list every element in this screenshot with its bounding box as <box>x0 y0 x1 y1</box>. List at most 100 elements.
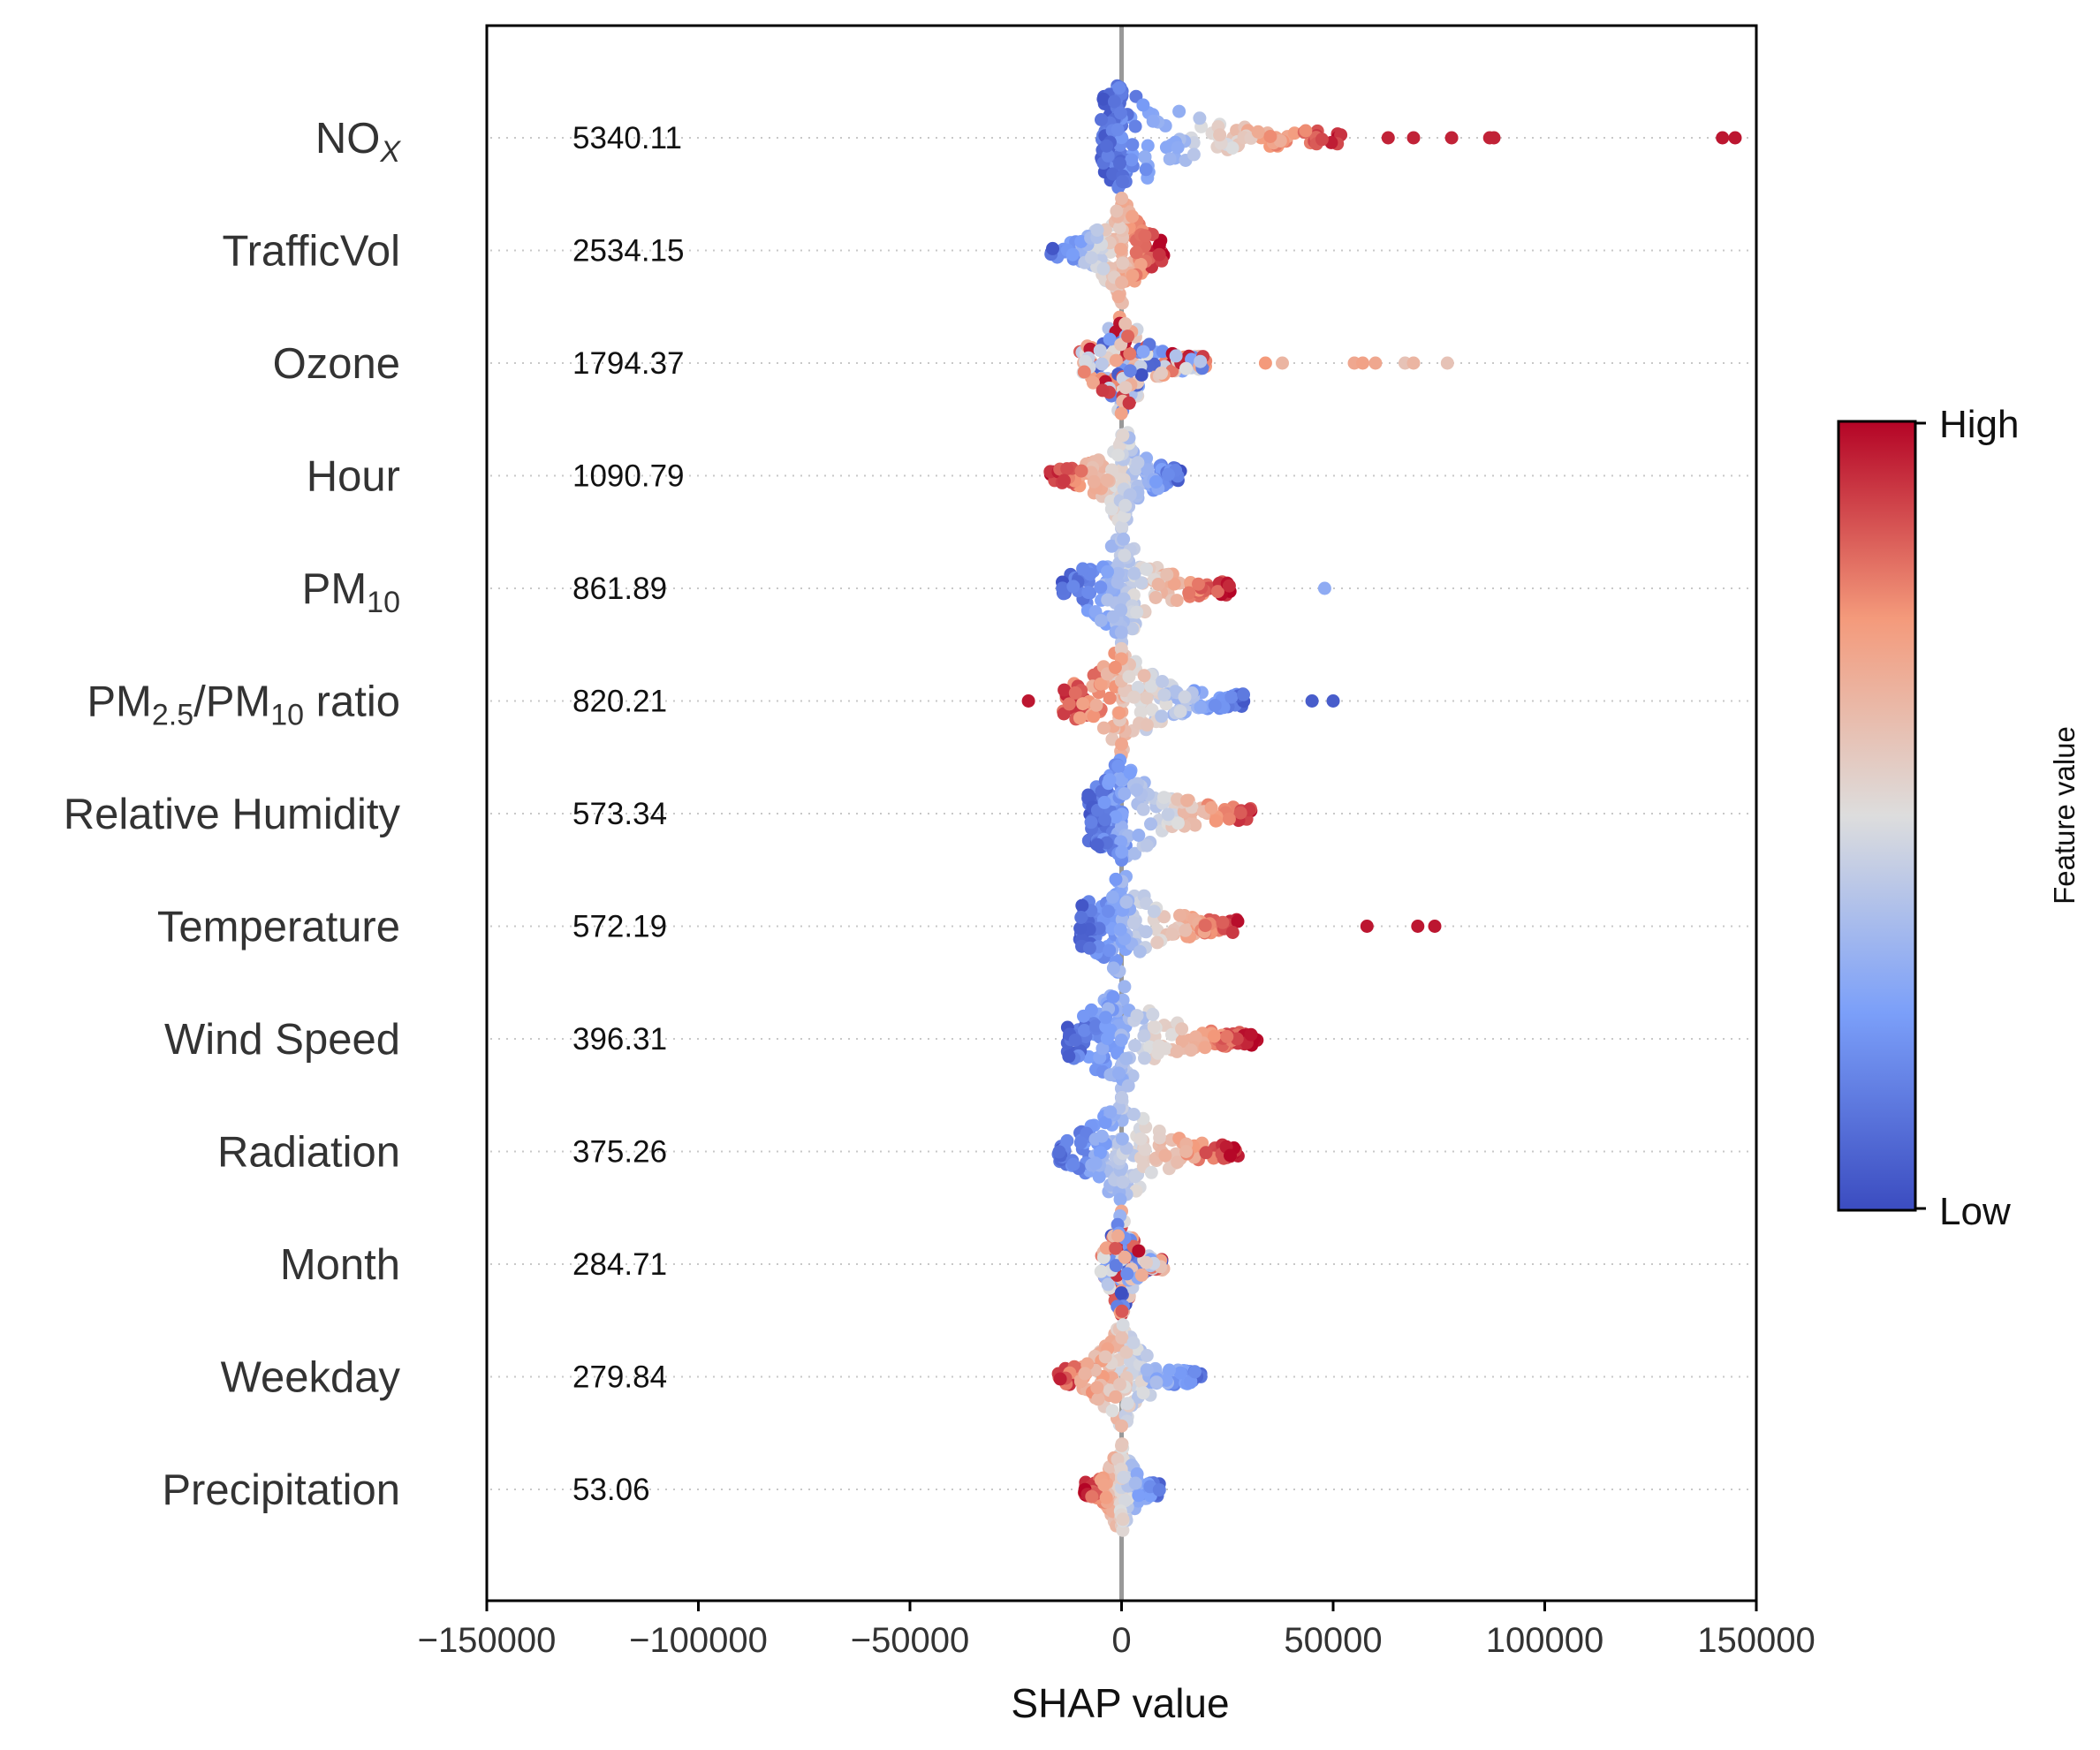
shap-point <box>1169 349 1183 363</box>
shap-point <box>1134 367 1149 382</box>
shap-point <box>1117 532 1131 546</box>
shap-point <box>1118 549 1132 563</box>
x-tick-label: 150000 <box>1697 1621 1815 1660</box>
shap-point-outlier <box>1440 356 1454 370</box>
shap-point <box>1140 1255 1153 1269</box>
shap-point <box>1220 1029 1234 1043</box>
shap-point <box>1231 914 1245 928</box>
shap-point <box>1113 1377 1126 1391</box>
shap-point-outlier <box>1406 131 1421 145</box>
shap-point <box>1133 705 1148 719</box>
shap-point <box>1113 106 1127 120</box>
shap-point <box>1133 257 1148 271</box>
shap-point <box>1119 1051 1133 1065</box>
x-tick-label: 50000 <box>1284 1621 1382 1660</box>
shap-point <box>1126 1336 1141 1350</box>
shap-point <box>1149 474 1163 489</box>
shap-point <box>1092 921 1106 936</box>
shap-point <box>1074 911 1088 924</box>
shap-point <box>1172 104 1186 118</box>
shap-point <box>1103 691 1117 705</box>
shap-point <box>1103 943 1117 958</box>
shap-point <box>1077 365 1091 379</box>
shap-point <box>1141 139 1155 153</box>
shap-point <box>1057 707 1071 721</box>
shap-point <box>1198 1041 1212 1055</box>
shap-point <box>1192 577 1205 591</box>
shap-point <box>1138 150 1152 164</box>
shap-point <box>1165 1027 1179 1042</box>
shap-point <box>1132 829 1146 842</box>
colorbar-high-label: High <box>1939 403 2020 446</box>
shap-point-outlier <box>1360 920 1374 933</box>
shap-point-outlier <box>1021 694 1035 708</box>
shap-point <box>1136 98 1150 112</box>
shap-point <box>1109 872 1123 886</box>
shap-point <box>1167 577 1181 591</box>
shap-point <box>1162 467 1175 481</box>
shap-point <box>1175 1022 1189 1036</box>
shap-point <box>1115 1438 1128 1452</box>
shap-point <box>1119 1345 1133 1360</box>
shap-point <box>1089 1019 1103 1033</box>
shap-point <box>1115 1419 1128 1433</box>
shap-point-outlier <box>1305 694 1319 708</box>
feature-importance-label: 284.71 <box>572 1247 667 1282</box>
feature-importance-label: 53.06 <box>572 1473 650 1507</box>
shap-point <box>1225 141 1240 155</box>
shap-point <box>1188 818 1202 832</box>
shap-point <box>1136 802 1150 816</box>
shap-point <box>1118 317 1133 330</box>
colorbar-low-label: Low <box>1939 1190 2011 1233</box>
shap-point <box>1065 247 1080 261</box>
shap-point <box>1056 581 1070 595</box>
shap-point <box>1095 383 1110 398</box>
feature-importance-label: 1794.37 <box>572 346 685 381</box>
shap-point <box>1122 396 1136 410</box>
shap-point <box>1098 1116 1112 1130</box>
shap-point <box>1171 1155 1185 1170</box>
shap-point <box>1106 167 1120 181</box>
shap-point <box>1089 698 1103 712</box>
shap-point <box>1207 1029 1221 1043</box>
shap-point <box>1139 925 1153 939</box>
shap-point <box>1179 923 1193 937</box>
shap-point <box>1114 603 1128 617</box>
shap-point <box>1114 242 1128 256</box>
shap-point <box>1224 1148 1237 1163</box>
shap-point <box>1113 922 1127 936</box>
shap-point <box>1109 1241 1123 1255</box>
shap-point <box>1095 113 1108 126</box>
shap-point <box>1222 812 1236 826</box>
shap-point-outlier <box>1317 581 1331 595</box>
shap-point <box>1096 92 1111 106</box>
shap-point <box>1171 140 1185 155</box>
shap-point <box>1111 448 1125 462</box>
shap-point <box>1109 810 1123 824</box>
shap-point <box>1180 793 1194 807</box>
shap-point <box>1081 586 1095 600</box>
shap-point <box>1115 1330 1129 1345</box>
shap-point <box>1100 473 1114 487</box>
shap-point <box>1098 1350 1112 1364</box>
shap-point <box>1090 223 1104 237</box>
shap-point <box>1126 1069 1140 1083</box>
feature-importance-label: 573.34 <box>572 797 667 831</box>
shap-point <box>1173 704 1187 718</box>
shap-point <box>1193 111 1207 125</box>
shap-point <box>1126 138 1140 152</box>
shap-point <box>1128 119 1142 133</box>
shap-point <box>1126 622 1140 636</box>
feature-label: Wind Speed <box>164 1016 400 1064</box>
shap-point <box>1109 353 1123 367</box>
feature-importance-label: 375.26 <box>572 1135 667 1170</box>
shap-point <box>1060 1133 1074 1148</box>
shap-point <box>1199 1146 1213 1160</box>
shap-point <box>1108 661 1122 674</box>
shap-point-outlier <box>1258 356 1272 370</box>
shap-point <box>1116 175 1129 189</box>
shap-point <box>1118 787 1132 801</box>
feature-label: PM2.5/PM10 ratio <box>87 678 400 732</box>
shap-point <box>1115 1132 1129 1146</box>
shap-point <box>1104 539 1118 553</box>
